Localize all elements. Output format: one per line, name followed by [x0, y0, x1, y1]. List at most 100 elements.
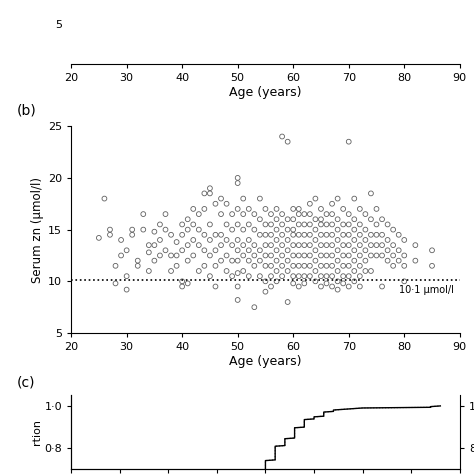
- Point: [267, 252, 275, 259]
- Text: (b): (b): [17, 104, 36, 118]
- Point: [317, 231, 325, 238]
- Point: [362, 246, 369, 254]
- Point: [284, 216, 292, 223]
- X-axis label: Age (years): Age (years): [229, 355, 301, 368]
- Point: [245, 205, 253, 213]
- Point: [212, 246, 219, 254]
- Point: [356, 231, 364, 238]
- Point: [334, 195, 341, 202]
- Point: [378, 231, 386, 238]
- Point: [112, 262, 119, 270]
- Point: [201, 262, 208, 270]
- Point: [251, 241, 258, 249]
- Point: [256, 273, 264, 280]
- Point: [301, 231, 308, 238]
- Point: [295, 220, 302, 228]
- Point: [323, 252, 330, 259]
- Point: [262, 220, 269, 228]
- Point: [367, 267, 375, 275]
- Point: [284, 267, 292, 275]
- Point: [234, 283, 241, 290]
- Point: [167, 267, 175, 275]
- Point: [278, 262, 286, 270]
- Point: [367, 190, 375, 197]
- Point: [173, 252, 181, 259]
- Point: [234, 246, 241, 254]
- Point: [356, 220, 364, 228]
- Point: [195, 267, 202, 275]
- Point: [106, 231, 114, 238]
- Point: [178, 278, 186, 285]
- Point: [217, 210, 225, 218]
- Point: [334, 267, 341, 275]
- Point: [323, 273, 330, 280]
- Point: [317, 262, 325, 270]
- Point: [151, 228, 158, 236]
- Point: [401, 236, 408, 244]
- Point: [278, 273, 286, 280]
- Point: [162, 210, 169, 218]
- Point: [212, 262, 219, 270]
- Point: [317, 220, 325, 228]
- Point: [228, 273, 236, 280]
- Point: [217, 257, 225, 264]
- Point: [339, 262, 347, 270]
- Point: [273, 236, 280, 244]
- Point: [306, 220, 314, 228]
- Point: [384, 220, 392, 228]
- Point: [311, 267, 319, 275]
- Point: [373, 252, 380, 259]
- Point: [334, 236, 341, 244]
- Point: [345, 138, 353, 146]
- Point: [290, 273, 297, 280]
- Point: [295, 273, 302, 280]
- Point: [284, 236, 292, 244]
- Point: [411, 257, 419, 264]
- Point: [311, 246, 319, 254]
- Point: [356, 283, 364, 290]
- Point: [184, 226, 191, 233]
- Point: [317, 283, 325, 290]
- Point: [356, 241, 364, 249]
- Point: [311, 226, 319, 233]
- Point: [290, 216, 297, 223]
- Point: [311, 216, 319, 223]
- Point: [301, 262, 308, 270]
- Point: [256, 231, 264, 238]
- Point: [328, 252, 336, 259]
- Point: [251, 262, 258, 270]
- Point: [373, 241, 380, 249]
- Point: [267, 241, 275, 249]
- Point: [267, 210, 275, 218]
- Point: [367, 216, 375, 223]
- Point: [284, 257, 292, 264]
- Point: [301, 273, 308, 280]
- Point: [184, 280, 191, 287]
- Point: [273, 267, 280, 275]
- Point: [301, 280, 308, 287]
- Point: [173, 262, 181, 270]
- Point: [328, 200, 336, 208]
- Point: [239, 210, 247, 218]
- Point: [256, 216, 264, 223]
- Point: [339, 280, 347, 287]
- Point: [201, 190, 208, 197]
- Point: [134, 257, 142, 264]
- Point: [228, 210, 236, 218]
- Point: [201, 246, 208, 254]
- Point: [411, 241, 419, 249]
- Point: [190, 252, 197, 259]
- Point: [362, 257, 369, 264]
- Point: [334, 257, 341, 264]
- Point: [345, 231, 353, 238]
- Point: [223, 200, 230, 208]
- Point: [284, 298, 292, 306]
- Point: [267, 273, 275, 280]
- Point: [334, 216, 341, 223]
- Point: [356, 273, 364, 280]
- Point: [339, 205, 347, 213]
- Point: [123, 286, 130, 293]
- Point: [345, 262, 353, 270]
- Point: [212, 200, 219, 208]
- Point: [162, 226, 169, 233]
